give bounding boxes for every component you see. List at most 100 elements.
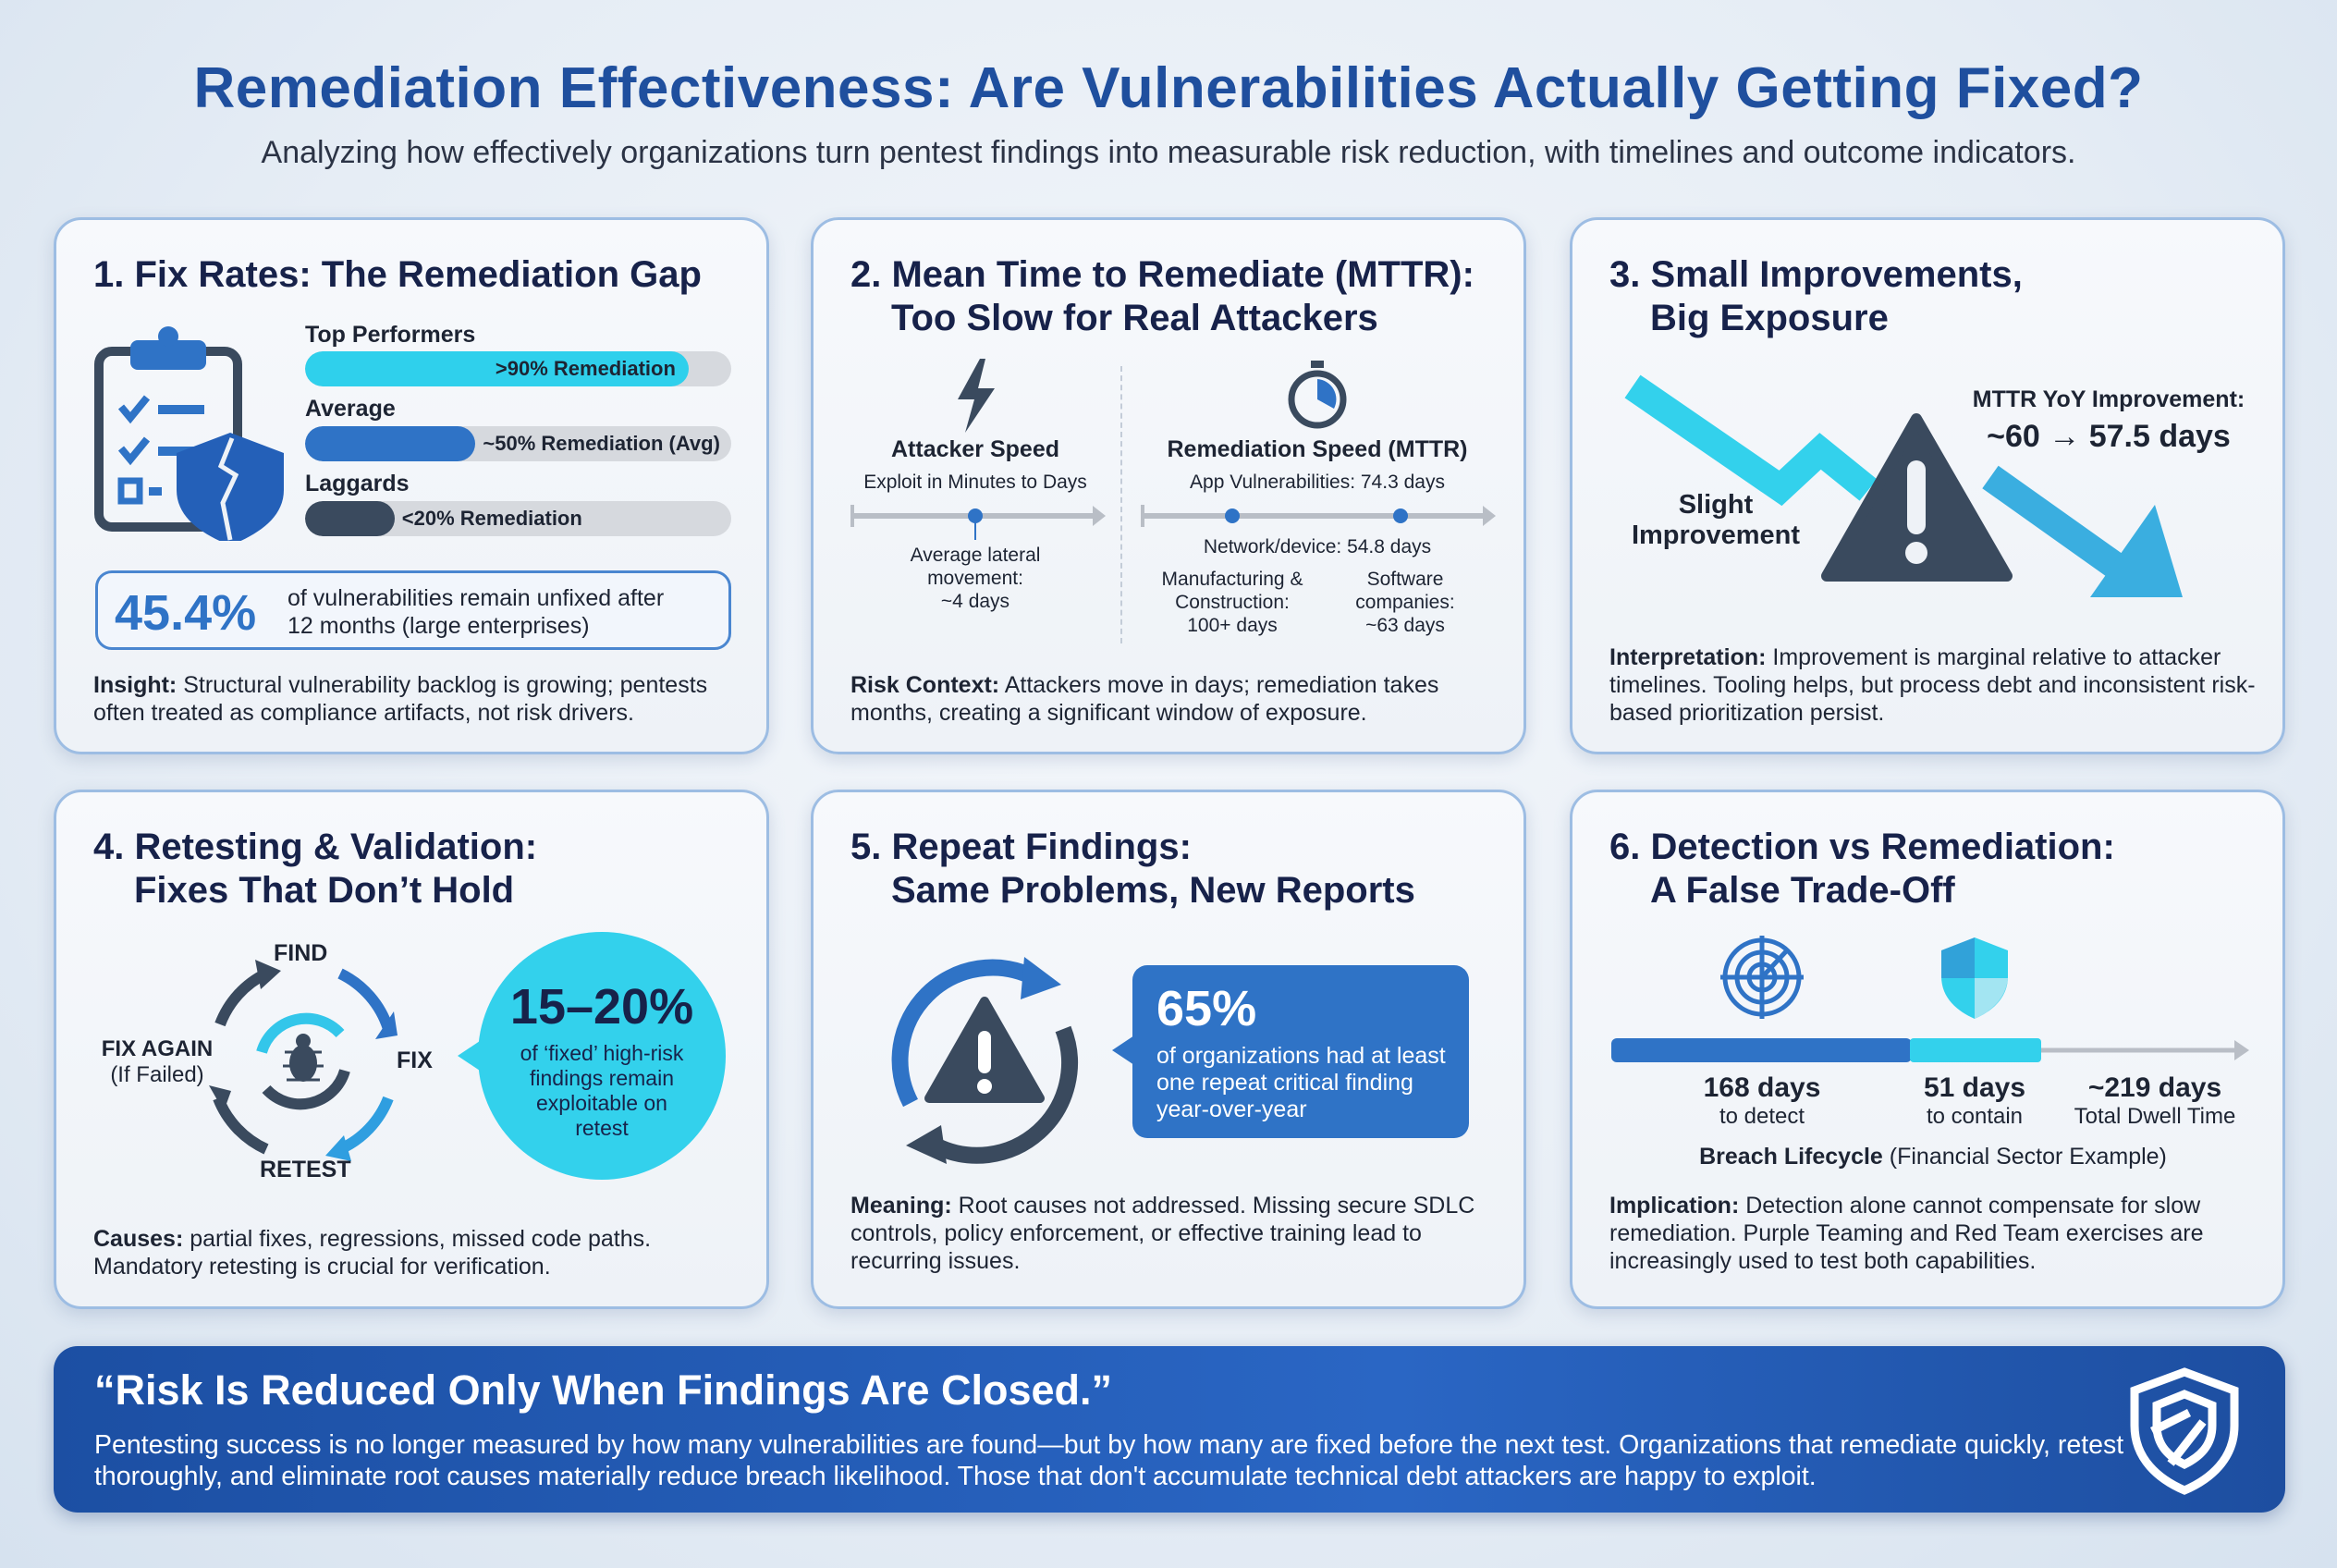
card-title: 6. Detection vs Remediation: A False Trad… — [1609, 826, 2115, 913]
divider — [1120, 366, 1122, 643]
card-title-line: Same Problems, New Reports — [891, 870, 1415, 911]
stat-callout: 45.4% of vulnerabilities remain unfixed … — [95, 570, 731, 650]
conclusion-banner: “Risk Is Reduced Only When Findings Are … — [54, 1346, 2285, 1513]
card-title: 4. Retesting & Validation: Fixes That Don… — [93, 826, 537, 913]
remediation-bar: >90% Remediation — [305, 351, 731, 386]
breach-lifecycle-bar — [1611, 1038, 2249, 1062]
risk-context-label: Risk Context: — [850, 672, 1000, 698]
implication-body: Detection alone cannot compensate for sl… — [1609, 1193, 2204, 1274]
breach-lifecycle-caption: Breach Lifecycle (Financial Sector Examp… — [1609, 1144, 2257, 1170]
note-line: Construction: — [1175, 592, 1290, 613]
card-repeat-findings: 5. Repeat Findings: Same Problems, New Re… — [811, 790, 1526, 1309]
contain-segment — [1910, 1038, 2041, 1062]
contain-stat: 51 days to contain — [1882, 1072, 2067, 1130]
detect-value: 168 days — [1703, 1072, 1821, 1103]
radar-target-icon — [1720, 936, 1804, 1019]
retest-stat-value: 15–20% — [509, 979, 694, 1035]
stat-text: of vulnerabilities remain unfixed after 1… — [288, 584, 664, 640]
implication-text: Implication: Detection alone cannot comp… — [1609, 1192, 2266, 1275]
if-failed-label: (If Failed) — [110, 1062, 204, 1087]
note-line: ~63 days — [1365, 615, 1445, 636]
stat-text-line: of vulnerabilities remain unfixed after — [288, 585, 665, 611]
app-vuln-mttr: App Vulnerabilities: 74.3 days — [1190, 472, 1445, 493]
card-small-improvements: 3. Small Improvements, Big Exposure Sligh… — [1570, 217, 2285, 754]
card-title: 1. Fix Rates: The Remediation Gap — [93, 254, 702, 295]
note-line: Manufacturing & — [1161, 569, 1303, 590]
cycle-find: FIND — [274, 940, 328, 966]
bar-text: <20% Remediation — [401, 507, 582, 530]
meaning-label: Meaning: — [850, 1193, 952, 1219]
stat-value: 45.4% — [115, 585, 257, 641]
card-title: 3. Small Improvements, Big Exposure — [1609, 253, 2023, 340]
contain-value: 51 days — [1923, 1072, 2026, 1103]
stopwatch-icon — [1288, 361, 1347, 429]
detect-stat: 168 days to detect — [1670, 1072, 1854, 1130]
interpretation-text: Interpretation: Improvement is marginal … — [1609, 643, 2266, 727]
banner-text: Pentesting success is no longer measured… — [94, 1430, 2124, 1491]
note-line: movement: — [927, 568, 1023, 589]
contain-label: to contain — [1926, 1104, 2024, 1129]
lateral-movement-note: Average lateral movement: ~4 days — [887, 544, 1063, 613]
insight-label: Insight: — [93, 672, 177, 698]
card-title-line: Too Slow for Real Attackers — [891, 298, 1378, 338]
note-line: companies: — [1355, 592, 1455, 613]
total-label: Total Dwell Time — [2074, 1104, 2236, 1129]
remediation-cycle-diagram — [209, 960, 398, 1161]
clipboard-broken-shield-icon — [94, 326, 284, 541]
card-title-line: 2. Mean Time to Remediate (MTTR): — [850, 254, 1474, 295]
card-title: 5. Repeat Findings: Same Problems, New Re… — [850, 826, 1415, 913]
insight-text: Insight: Structural vulnerability backlo… — [93, 671, 750, 727]
bar-text: >90% Remediation — [495, 357, 676, 380]
card-fix-rates: 1. Fix Rates: The Remediation Gap Top Pe… — [54, 217, 769, 754]
fix-again-label: FIX AGAIN — [101, 1036, 214, 1061]
note-line: 100+ days — [1187, 615, 1278, 636]
cycle-fix: FIX — [397, 1047, 433, 1073]
label-line: Slight — [1678, 490, 1754, 520]
card-retesting: 4. Retesting & Validation: Fixes That Don… — [54, 790, 769, 1309]
software-mttr: Software companies: ~63 days — [1327, 568, 1484, 637]
bar-label: Average — [305, 396, 396, 422]
mttr-yoy-label: MTTR YoY Improvement: — [1972, 386, 2245, 412]
trend-down-arrows-icon — [1624, 374, 2183, 597]
note-line: Average lateral — [910, 545, 1041, 566]
attacker-timeline — [850, 505, 1106, 540]
mttr-yoy-value: ~60 → 57.5 days — [1987, 419, 2231, 454]
bar-text: ~50% Remediation (Avg) — [483, 432, 720, 455]
card-title-line: 3. Small Improvements, — [1609, 254, 2023, 295]
manufacturing-mttr: Manufacturing & Construction: 100+ days — [1140, 568, 1325, 637]
causes-text: Causes: partial fixes, regressions, miss… — [93, 1225, 750, 1280]
callout-pointer — [458, 1041, 480, 1071]
repeat-warning-icon — [891, 957, 1078, 1164]
card-title-line: 4. Retesting & Validation: — [93, 827, 538, 867]
card-mttr: 2. Mean Time to Remediate (MTTR): Too Slo… — [811, 217, 1526, 754]
remediation-timeline — [1141, 505, 1496, 527]
remediation-speed-label: Remediation Speed (MTTR) — [1167, 436, 1468, 462]
caption-note: (Financial Sector Example) — [1882, 1144, 2167, 1170]
implication-label: Implication: — [1609, 1193, 1740, 1219]
network-device-mttr: Network/device: 54.8 days — [1203, 536, 1432, 557]
page-subtitle: Analyzing how effectively organizations … — [261, 135, 2076, 170]
bar-fill — [305, 426, 476, 461]
label-line: Improvement — [1631, 521, 1801, 550]
page-title: Remediation Effectiveness: Are Vulnerabi… — [193, 56, 2144, 120]
remediation-bar: ~50% Remediation (Avg) — [305, 426, 731, 461]
repeat-stat-box: 65% of organizations had at least one re… — [1112, 965, 1469, 1138]
retest-stat-circle: 15–20% of ‘fixed’ high-risk findings rem… — [458, 932, 726, 1180]
card-title-line: A False Trade-Off — [1650, 870, 1955, 911]
note-line: ~4 days — [940, 591, 1010, 612]
caption-bold: Breach Lifecycle — [1699, 1144, 1883, 1170]
slight-improvement-label: Slight Improvement — [1619, 490, 1813, 551]
lightning-icon — [958, 359, 995, 433]
bar-fill — [305, 501, 395, 536]
retest-stat-text: of ‘fixed’ high-risk findings remain exp… — [520, 1041, 684, 1140]
attacker-speed-label: Attacker Speed — [890, 436, 1060, 462]
card-title-line: Big Exposure — [1650, 298, 1889, 338]
shield-icon — [1941, 937, 2008, 1019]
insight-body: Structural vulnerability backlog is grow… — [93, 672, 708, 726]
attacker-speed-sub: Exploit in Minutes to Days — [863, 472, 1087, 493]
causes-label: Causes: — [93, 1226, 184, 1252]
card-title: 2. Mean Time to Remediate (MTTR): Too Slo… — [850, 253, 1474, 340]
meaning-text: Meaning: Root causes not addressed. Miss… — [850, 1192, 1507, 1275]
card-title-line: 5. Repeat Findings: — [850, 827, 1192, 867]
meaning-body: Root causes not addressed. Missing secur… — [850, 1193, 1475, 1274]
